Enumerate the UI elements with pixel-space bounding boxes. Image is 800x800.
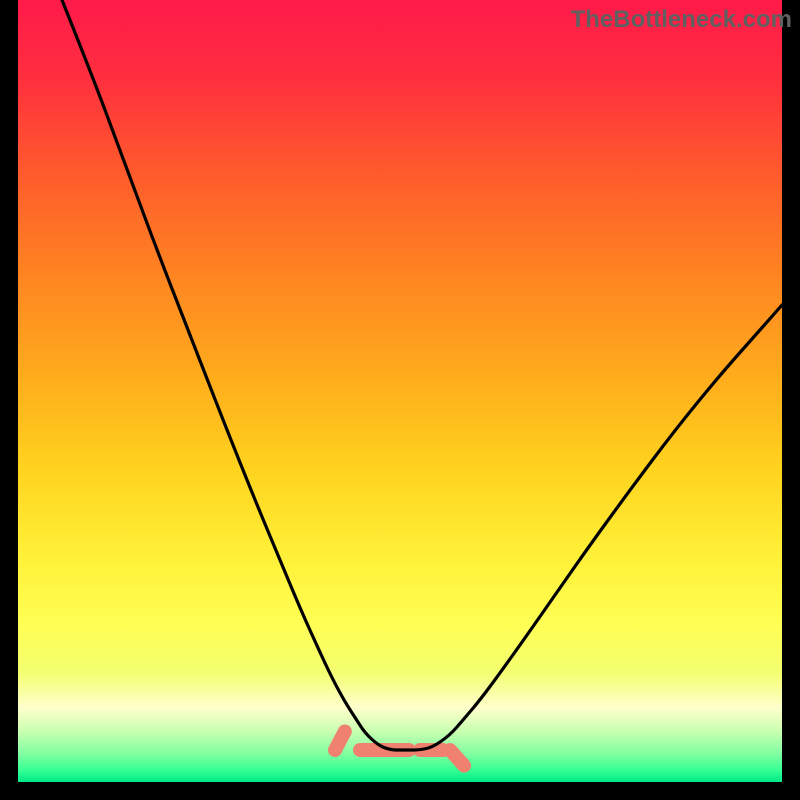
watermark-text: TheBottleneck.com: [571, 6, 792, 34]
chart-root: TheBottleneck.com: [0, 0, 800, 800]
chart-svg: [0, 0, 800, 800]
plot-area: [18, 0, 782, 782]
background-gradient: [18, 0, 782, 782]
